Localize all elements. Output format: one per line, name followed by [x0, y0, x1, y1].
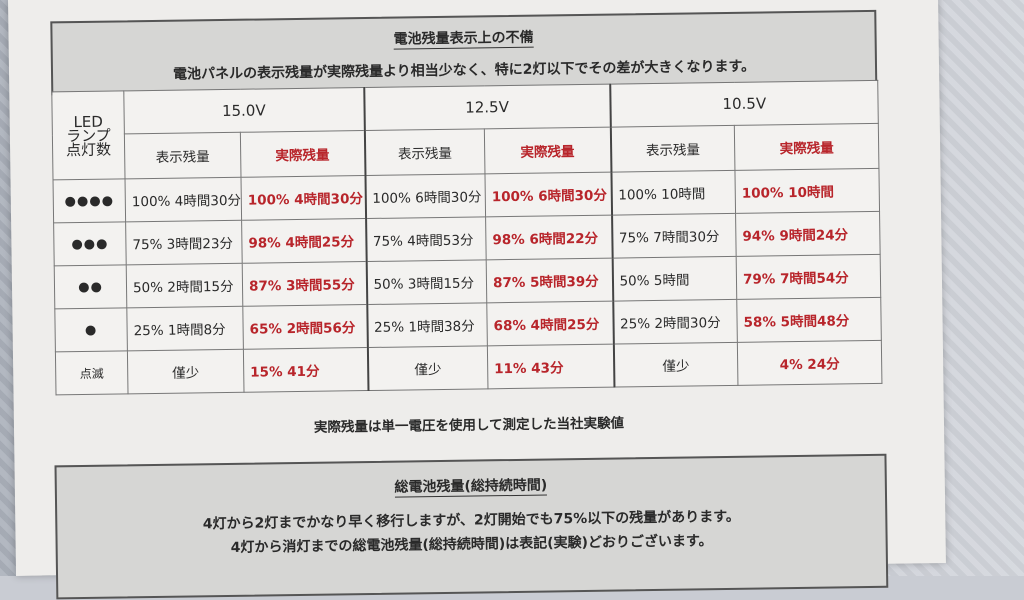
display-value-cell: 100% 6時間30分: [365, 173, 486, 219]
led-count-cell: ●●●: [53, 221, 127, 266]
led-count-cell: 点滅: [55, 350, 129, 395]
summary-title: 総電池残量(総持続時間): [57, 470, 885, 502]
display-value-cell: 25% 1時間38分: [366, 302, 488, 348]
actual-value-cell: 11% 43分: [487, 344, 614, 389]
col-actual-12-5v: 実際残量: [484, 127, 611, 174]
display-value-cell: 50% 3時間15分: [366, 259, 487, 305]
actual-value-cell: 100% 4時間30分: [240, 175, 366, 221]
display-value-cell: 僅少: [613, 342, 738, 388]
display-value-cell: 100% 10時間: [610, 170, 736, 216]
led-count-cell: ●●●●: [53, 178, 126, 223]
col-display-15v: 表示残量: [124, 132, 241, 179]
document-page: 電池残量表示上の不備 電池パネルの表示残量が実際残量より相当少なく、特に2灯以下…: [8, 0, 946, 600]
actual-value-cell: 100% 10時間: [734, 168, 880, 214]
actual-value-cell: 79% 7時間54分: [736, 254, 881, 300]
actual-value-cell: 15% 41分: [243, 347, 369, 393]
actual-value-cell: 100% 6時間30分: [484, 172, 612, 217]
col-actual-10-5v: 実際残量: [734, 123, 879, 171]
display-value-cell: 50% 2時間15分: [126, 263, 243, 308]
actual-value-cell: 94% 9時間24分: [735, 211, 881, 257]
display-value-cell: 25% 2時間30分: [612, 299, 738, 345]
led-count-cell: ●: [54, 307, 128, 352]
battery-table: LED ランプ 点灯数 15.0V 12.5V 10.5V 表示残量 実際残量 …: [51, 80, 882, 396]
summary-title-text: 総電池残量(総持続時間): [394, 477, 548, 498]
display-value-cell: 僅少: [127, 349, 244, 394]
led-header-cell: LED ランプ 点灯数: [51, 90, 126, 180]
display-value-cell: 75% 3時間23分: [125, 220, 243, 265]
actual-value-cell: 98% 6時間22分: [485, 215, 613, 260]
header-title-text: 電池残量表示上の不備: [393, 29, 534, 50]
actual-value-cell: 98% 4時間25分: [241, 218, 367, 264]
voltage-header-10-5v: 10.5V: [609, 80, 879, 128]
display-value-cell: 25% 1時間8分: [126, 306, 244, 351]
actual-value-cell: 65% 2時間56分: [242, 304, 368, 350]
display-value-cell: 75% 7時間30分: [611, 213, 737, 259]
led-count-cell: ●●: [54, 264, 127, 309]
display-value-cell: 100% 4時間30分: [125, 177, 242, 222]
actual-value-cell: 58% 5時間48分: [736, 297, 882, 343]
display-value-cell: 75% 4時間53分: [365, 216, 487, 262]
led-header-line: 点灯数: [65, 140, 112, 159]
display-value-cell: 50% 5時間: [612, 256, 737, 302]
footnote: 実際残量は単一電圧を使用して測定した当社実験値: [313, 415, 625, 436]
actual-value-cell: 87% 3時間55分: [242, 261, 367, 307]
col-display-12-5v: 表示残量: [364, 128, 485, 176]
display-value-cell: 僅少: [367, 345, 488, 391]
actual-value-cell: 68% 4時間25分: [486, 301, 614, 346]
voltage-header-15v: 15.0V: [123, 87, 365, 134]
actual-value-cell: 4% 24分: [737, 340, 882, 386]
summary-box: 総電池残量(総持続時間) 4灯から2灯までかなり早く移行しますが、2灯開始でも7…: [54, 453, 889, 600]
voltage-header-12-5v: 12.5V: [363, 84, 611, 131]
col-display-10-5v: 表示残量: [610, 125, 735, 173]
actual-value-cell: 87% 5時間39分: [486, 258, 613, 303]
header-title: 電池残量表示上の不備: [52, 22, 874, 53]
col-actual-15v: 実際残量: [240, 130, 366, 178]
